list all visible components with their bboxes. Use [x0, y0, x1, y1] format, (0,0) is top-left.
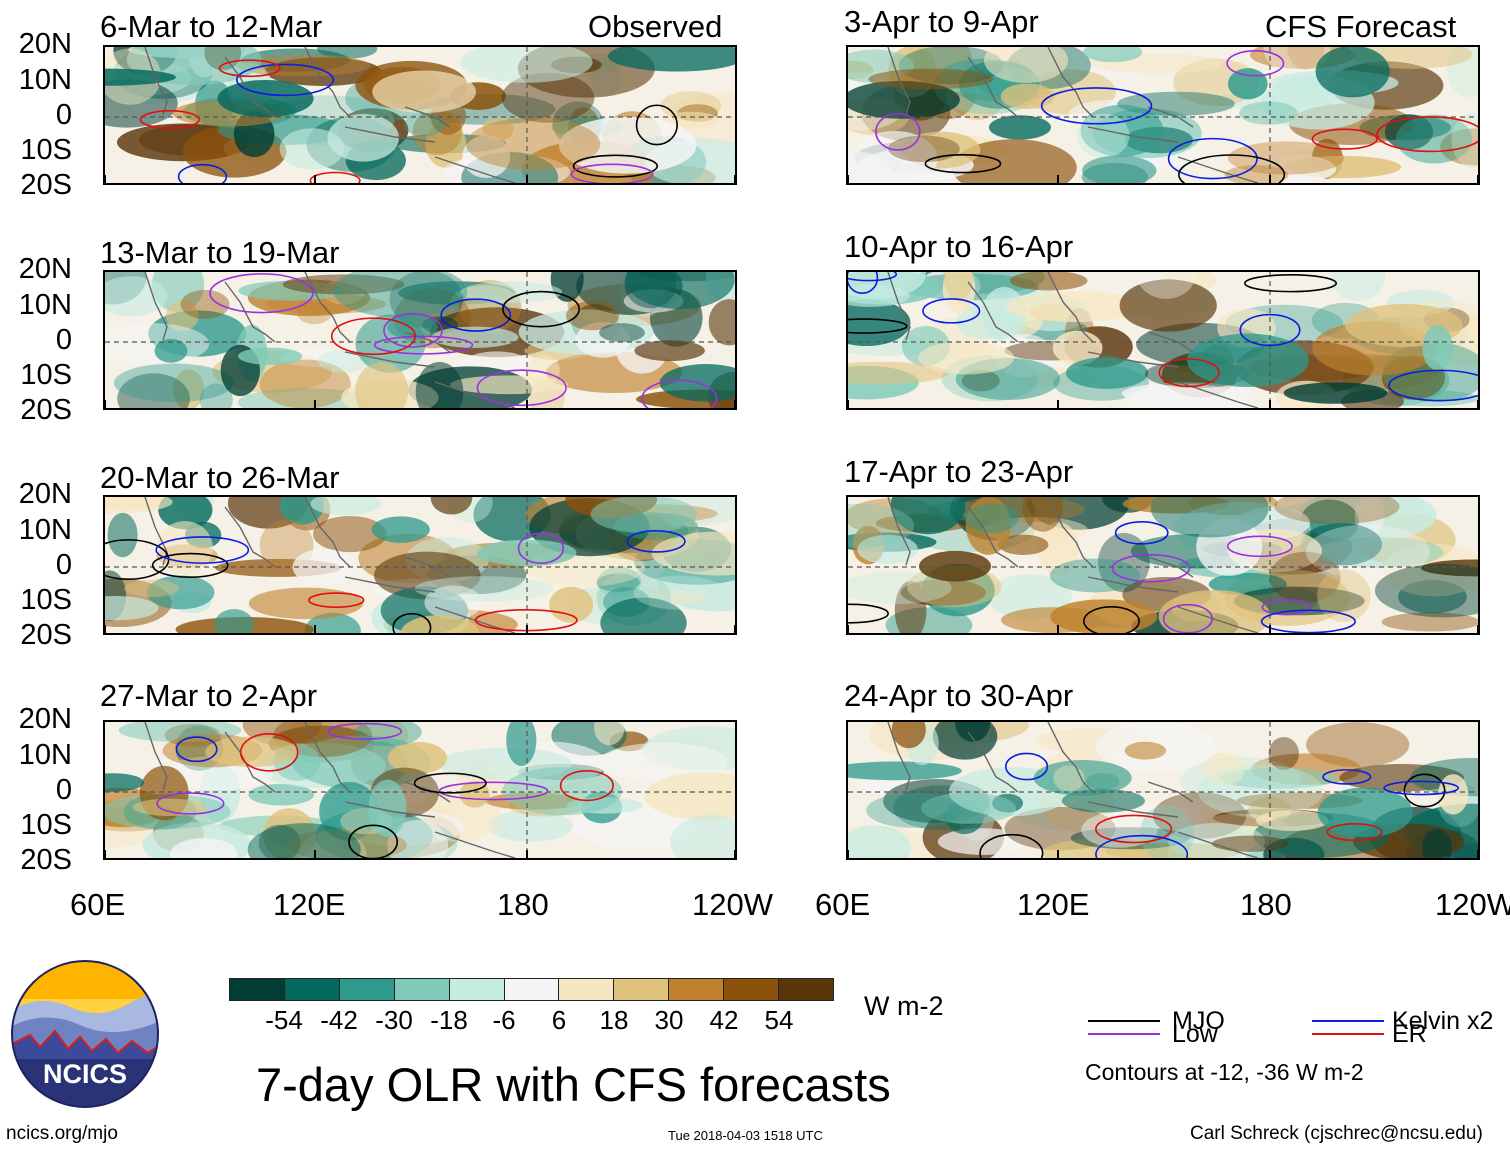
- logo-text: NCICS: [43, 1059, 127, 1089]
- lat-label: 10N: [18, 64, 72, 96]
- colorbar-swatch: [283, 978, 340, 1001]
- lat-label: 10N: [18, 739, 72, 771]
- colorbar-tick: -54: [265, 1005, 303, 1035]
- lat-label: 0: [55, 774, 72, 806]
- lat-label: 20N: [18, 28, 72, 60]
- lat-label: 20S: [20, 169, 72, 201]
- figure-title: 7-day OLR with CFS forecasts: [256, 1058, 891, 1111]
- lon-label: 120E: [273, 887, 346, 922]
- contour-note: Contours at -12, -36 W m-2: [1085, 1059, 1364, 1085]
- lon-label: 60E: [70, 887, 126, 922]
- lat-label: 0: [55, 99, 72, 131]
- colorbar-tick: -18: [430, 1005, 468, 1035]
- ncics-logo: NCICS: [10, 959, 160, 1109]
- legend-label-low: Low: [1172, 1020, 1218, 1048]
- colorbar-swatch: [558, 978, 615, 1001]
- olr-anomaly-map: [848, 497, 1478, 633]
- colorbar-swatch: [393, 978, 450, 1001]
- lat-label: 20S: [20, 619, 72, 651]
- panel-title-left-3: 20-Mar to 26-Mar: [100, 460, 340, 495]
- colorbar-tick: 30: [654, 1005, 684, 1035]
- panel-title-left-1: 6-Mar to 12-Mar: [100, 9, 323, 44]
- lat-label: 10S: [20, 584, 72, 616]
- colorbar-swatch: [229, 978, 285, 1001]
- panel-title-left-4: 27-Mar to 2-Apr: [100, 678, 318, 713]
- colorbar-tick: -42: [320, 1005, 358, 1035]
- olr-anomaly-map: [848, 47, 1478, 183]
- olr-anomaly-map: [105, 47, 735, 183]
- legend-swatch-mjo: [1088, 1020, 1160, 1022]
- colorbar-swatch: [668, 978, 725, 1001]
- colorbar-swatch: [613, 978, 670, 1001]
- map-panel-right-1: [846, 45, 1480, 185]
- legend-swatch-er: [1312, 1033, 1384, 1035]
- lon-label: 180: [1240, 887, 1292, 922]
- colorbar-swatch: [723, 978, 780, 1001]
- colorbar-swatch: [448, 978, 505, 1001]
- panel-title-right-1: 3-Apr to 9-Apr: [844, 4, 1039, 39]
- lon-label: 120W: [692, 887, 773, 922]
- colorbar-tick: 18: [599, 1005, 629, 1035]
- lat-label: 10S: [20, 134, 72, 166]
- lat-label: 0: [55, 549, 72, 581]
- olr-anomaly-map: [848, 722, 1478, 858]
- lat-label: 20N: [18, 478, 72, 510]
- map-panel-right-4: [846, 720, 1480, 860]
- olr-anomaly-map: [105, 272, 735, 408]
- legend-swatch-kelvin: [1312, 1020, 1384, 1022]
- colorbar-units: W m-2: [864, 991, 944, 1021]
- legend-label-kelvin: Kelvin x2: [1392, 1007, 1494, 1035]
- colorbar-tick: 6: [551, 1005, 567, 1035]
- map-panel-left-1: [103, 45, 737, 185]
- lon-label: 180: [497, 887, 549, 922]
- map-panel-left-2: [103, 270, 737, 410]
- map-panel-left-4: [103, 720, 737, 860]
- lat-label: 10N: [18, 289, 72, 321]
- observed-label: Observed: [588, 9, 723, 44]
- panel-title-right-2: 10-Apr to 16-Apr: [844, 229, 1074, 264]
- colorbar-swatch: [503, 978, 560, 1001]
- colorbar-tick: -30: [375, 1005, 413, 1035]
- map-panel-left-3: [103, 495, 737, 635]
- footer-url[interactable]: ncics.org/mjo: [6, 1123, 118, 1144]
- lon-label: 120E: [1017, 887, 1090, 922]
- lat-label: 20S: [20, 394, 72, 426]
- olr-anomaly-map: [105, 722, 735, 858]
- legend-label-er: ER: [1392, 1020, 1427, 1048]
- colorbar-swatch: [338, 978, 395, 1001]
- lat-label: 10N: [18, 514, 72, 546]
- lat-label: 20N: [18, 703, 72, 735]
- lat-label: 10S: [20, 809, 72, 841]
- lon-label: 120W: [1435, 889, 1510, 920]
- lat-label: 20N: [18, 253, 72, 285]
- lat-label: 20S: [20, 844, 72, 876]
- colorbar-tick: -6: [492, 1005, 516, 1035]
- lon-label: 60E: [815, 887, 871, 922]
- cfs-forecast-label: CFS Forecast: [1265, 9, 1457, 44]
- panel-title-left-2: 13-Mar to 19-Mar: [100, 235, 340, 270]
- footer-credit: Carl Schreck (cjschrec@ncsu.edu): [1190, 1123, 1483, 1144]
- colorbar-ticks: -54 -42 -30 -18 -6 6 18 30 42 54: [229, 1007, 833, 1037]
- colorbar-swatch: [778, 978, 834, 1001]
- footer-timestamp: Tue 2018-04-03 1518 UTC: [668, 1128, 823, 1143]
- lat-label: 0: [55, 324, 72, 356]
- colorbar-tick: 54: [764, 1005, 794, 1035]
- map-panel-right-2: [846, 270, 1480, 410]
- map-panel-right-3: [846, 495, 1480, 635]
- panel-title-right-3: 17-Apr to 23-Apr: [844, 454, 1074, 489]
- colorbar: [229, 978, 834, 1029]
- olr-anomaly-map: [105, 497, 735, 633]
- legend-label-mjo: MJO: [1172, 1007, 1225, 1035]
- legend-swatch-low: [1088, 1033, 1160, 1035]
- lat-label: 10S: [20, 359, 72, 391]
- panel-title-right-4: 24-Apr to 30-Apr: [844, 678, 1074, 713]
- colorbar-tick: 42: [709, 1005, 739, 1035]
- olr-anomaly-map: [848, 272, 1478, 408]
